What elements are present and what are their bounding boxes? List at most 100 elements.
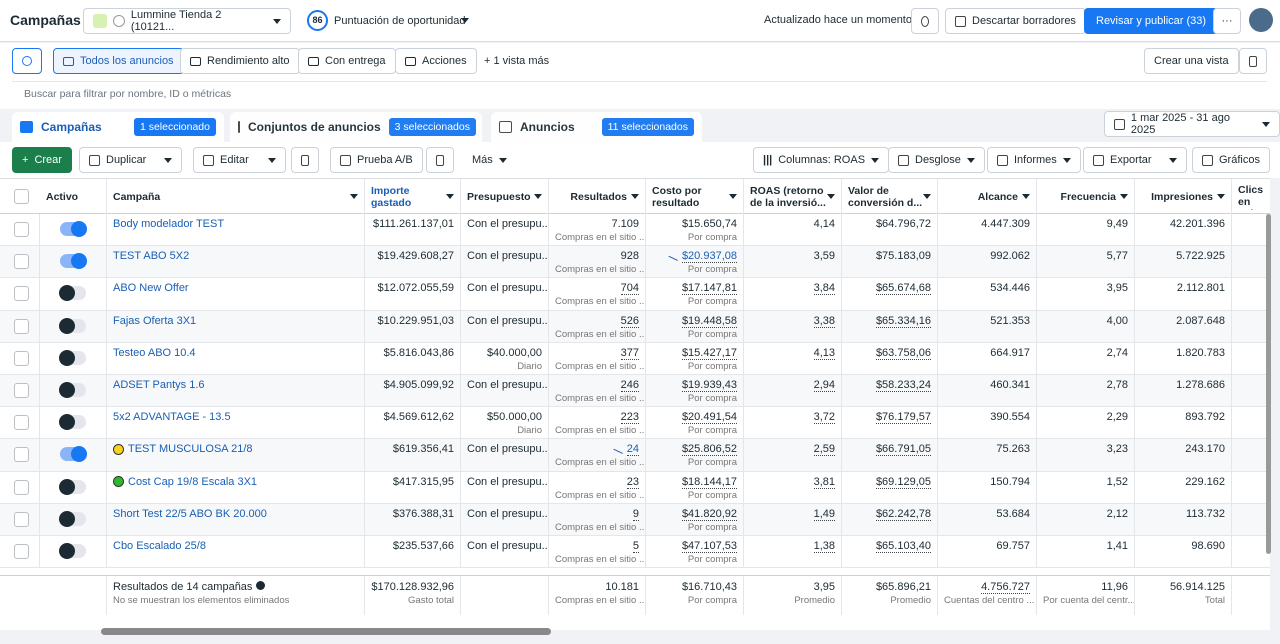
- campaign-name[interactable]: Short Test 22/5 ABO BK 20.000: [113, 507, 267, 520]
- vertical-scrollbar[interactable]: [1266, 214, 1271, 554]
- view-button[interactable]: Con entrega: [298, 48, 396, 74]
- table-cell: $17.147,81 Por compra: [646, 278, 744, 310]
- table-row[interactable]: TEST ABO 5X2 $19.429.608,27 Con el presupu…: [0, 246, 1270, 279]
- toggle[interactable]: [60, 446, 87, 463]
- column-header[interactable]: Alcance: [938, 179, 1037, 214]
- toggle[interactable]: [59, 478, 86, 495]
- row-checkbox[interactable]: [14, 318, 29, 334]
- toggle[interactable]: [59, 349, 86, 366]
- campaign-name[interactable]: Fajas Oferta 3X1: [113, 314, 197, 327]
- campaign-name[interactable]: TEST ABO 5X2: [113, 250, 190, 263]
- search-input[interactable]: Buscar para filtrar por nombre, ID o mét…: [12, 81, 1267, 105]
- cell-value-wrap: 390.554: [944, 411, 1030, 423]
- toggle[interactable]: [59, 317, 86, 334]
- tab[interactable]: Campañas 1 seleccionado: [12, 112, 224, 142]
- account-selector[interactable]: Lummine Tienda 2 (10121...: [83, 8, 291, 34]
- toggle[interactable]: [59, 543, 86, 559]
- view-button[interactable]: Acciones: [395, 48, 477, 74]
- publish-button[interactable]: Revisar y publicar (33): [1084, 8, 1219, 34]
- row-checkbox[interactable]: [14, 447, 29, 463]
- table-row[interactable]: ADSET Pantys 1.6 $4.905.099,92 Con el pres…: [0, 375, 1270, 408]
- horizontal-scrollbar[interactable]: [101, 628, 551, 635]
- ab-test-button[interactable]: Prueba A/B: [330, 147, 423, 173]
- campaign-name[interactable]: Body modelador TEST: [113, 218, 225, 230]
- campaign-name[interactable]: Cost Cap 19/8 Escala 3X1: [128, 475, 258, 488]
- reports-button[interactable]: Informes: [987, 147, 1081, 173]
- refresh-button[interactable]: [911, 8, 939, 34]
- column-header[interactable]: Activo: [40, 179, 107, 214]
- charts-button[interactable]: Gráficos: [1192, 147, 1270, 173]
- more-button[interactable]: ···: [1213, 8, 1241, 34]
- duplicate-button[interactable]: Duplicar: [79, 147, 182, 173]
- cell-value: $65.103,40: [875, 540, 931, 553]
- table-row[interactable]: Cbo Escalado 25/8 $235.537,66 Con el presu…: [0, 536, 1270, 569]
- toggle[interactable]: [59, 510, 86, 527]
- table-row[interactable]: Fajas Oferta 3X1 $10.229.951,03 Con el pre…: [0, 310, 1270, 343]
- date-range[interactable]: 1 mar 2025 - 31 ago 2025: [1104, 111, 1280, 137]
- toggle[interactable]: [59, 382, 86, 398]
- row-checkbox[interactable]: [14, 415, 29, 431]
- tab-badge[interactable]: 11 seleccionados: [601, 118, 694, 136]
- campaign-name[interactable]: ADSET Pantys 1.6: [113, 379, 205, 391]
- row-checkbox[interactable]: [14, 222, 29, 237]
- create-view-button[interactable]: Crear una vista: [1144, 48, 1239, 74]
- tab[interactable]: Anuncios 11 seleccionados: [491, 112, 702, 142]
- column-header[interactable]: Valor de conversión d...: [842, 179, 938, 214]
- column-header[interactable]: Importe gastado: [365, 179, 461, 214]
- table-row[interactable]: Short Test 22/5 ABO BK 20.000 $376.388,31…: [0, 503, 1270, 536]
- view-button[interactable]: Todos los anuncios: [53, 48, 184, 74]
- toggle[interactable]: [60, 253, 87, 270]
- more-actions[interactable]: Más: [462, 147, 517, 173]
- column-header[interactable]: ROAS (retorno de la inversió...: [744, 179, 842, 214]
- column-header[interactable]: Resultados: [549, 179, 646, 214]
- row-checkbox[interactable]: [14, 383, 29, 398]
- row-checkbox[interactable]: [14, 511, 29, 527]
- table-row[interactable]: Testeo ABO 10.4 $5.816.043,86 $40.000,00 Di…: [0, 342, 1270, 375]
- cell-value-wrap: Con el presupu...: [467, 379, 548, 391]
- campaign-name[interactable]: Cbo Escalado 25/8: [113, 540, 206, 552]
- tab-badge[interactable]: 3 seleccionados: [388, 118, 476, 136]
- table-row[interactable]: Cost Cap 19/8 Escala 3X1 $417.315,95 Con e…: [0, 471, 1270, 504]
- row-checkbox[interactable]: [14, 286, 29, 302]
- row-checkbox[interactable]: [14, 254, 29, 270]
- row-checkbox[interactable]: [14, 544, 29, 559]
- columns-button[interactable]: ||| Columnas: ROAS: [753, 147, 890, 173]
- search-button[interactable]: [12, 48, 42, 74]
- toggle[interactable]: [60, 221, 87, 237]
- toggle[interactable]: [59, 414, 86, 431]
- column-header[interactable]: Presupuesto: [461, 179, 549, 214]
- campaign-name[interactable]: Testeo ABO 10.4: [113, 346, 196, 359]
- cell-value-wrap: ADSET Pantys 1.6: [113, 379, 358, 391]
- tag-button[interactable]: [426, 147, 454, 173]
- column-header[interactable]: Clics en enlace: [1232, 179, 1270, 214]
- breakdown-button[interactable]: Desglose: [888, 147, 985, 173]
- tab[interactable]: Conjuntos de anuncios 3 seleccionados: [230, 112, 482, 142]
- column-header[interactable]: Campaña: [107, 179, 365, 214]
- column-header[interactable]: Frecuencia: [1037, 179, 1135, 214]
- table-row[interactable]: Body modelador TEST $111.261.137,01 Con el…: [0, 214, 1270, 247]
- tab-badge[interactable]: 1 seleccionado: [133, 118, 216, 136]
- settings-button[interactable]: [1239, 48, 1267, 74]
- create-button[interactable]: + Crear: [12, 147, 72, 173]
- campaign-name[interactable]: 5x2 ADVANTAGE - 13.5: [113, 411, 231, 424]
- export-button[interactable]: Exportar: [1083, 147, 1187, 173]
- table-row[interactable]: 5x2 ADVANTAGE - 13.5 $4.569.612,62 $50.000…: [0, 407, 1270, 440]
- campaign-name[interactable]: ABO New Offer: [113, 282, 189, 295]
- table-row[interactable]: TEST MUSCULOSA 21/8 $619.356,41 Con el pre…: [0, 439, 1270, 472]
- campaign-name[interactable]: TEST MUSCULOSA 21/8: [128, 443, 253, 456]
- avatar[interactable]: [1249, 8, 1273, 32]
- row-checkbox[interactable]: [14, 479, 29, 495]
- row-checkbox[interactable]: [14, 350, 29, 366]
- edit-button[interactable]: Editar: [193, 147, 286, 173]
- more-views[interactable]: + 1 vista más: [484, 55, 550, 67]
- score-label[interactable]: Puntuación de oportunidad: [334, 15, 466, 27]
- view-button[interactable]: Rendimiento alto: [180, 48, 300, 74]
- discard-button[interactable]: Descartar borradores: [945, 8, 1086, 34]
- button-label: Desglose: [915, 154, 961, 166]
- select-all[interactable]: [14, 189, 29, 204]
- toggle[interactable]: [59, 285, 86, 302]
- delete-button[interactable]: [291, 147, 319, 173]
- column-header[interactable]: Impresiones: [1135, 179, 1232, 214]
- column-header[interactable]: Costo por resultado: [646, 179, 744, 214]
- table-row[interactable]: ABO New Offer $12.072.055,59 Con el presup…: [0, 278, 1270, 311]
